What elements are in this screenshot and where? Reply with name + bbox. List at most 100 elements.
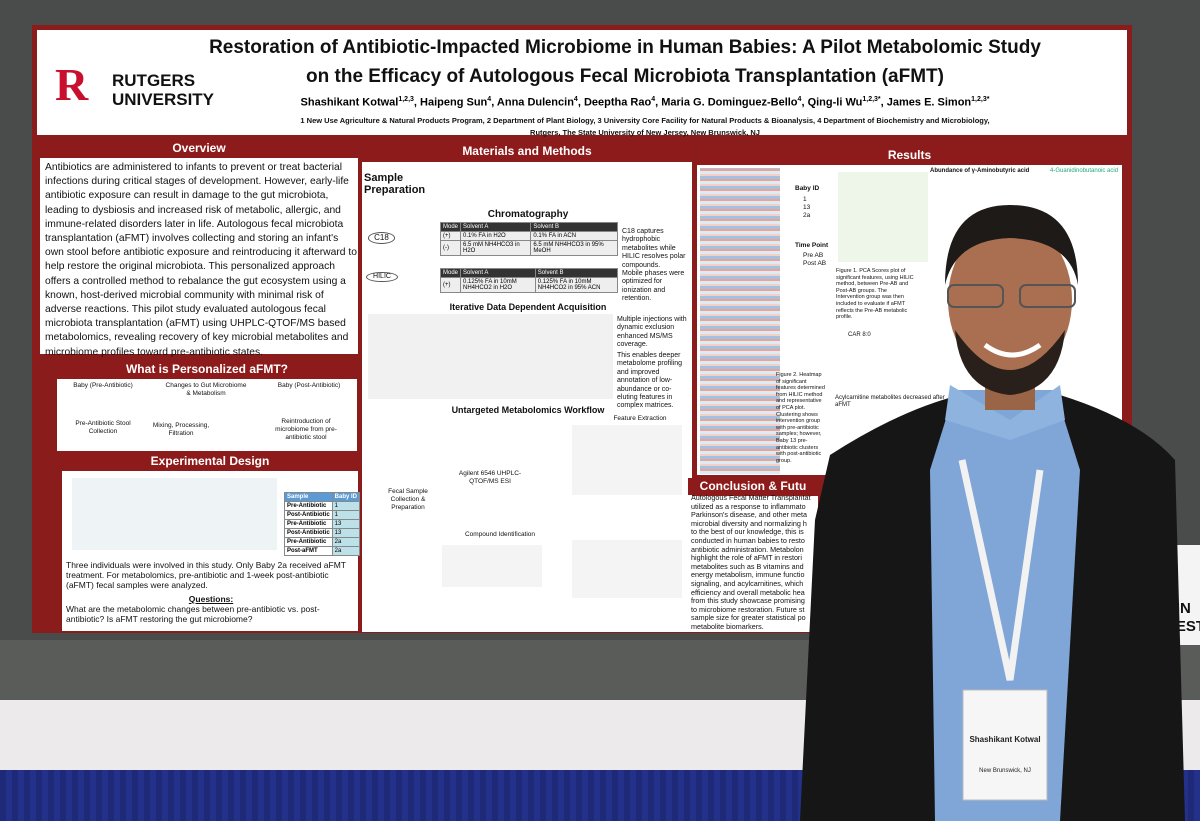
overview-text: Antibiotics are administered to infants … xyxy=(45,162,357,358)
chrom-table: Mode Solvent A Solvent B (+) 0.1% FA in H2O 0… xyxy=(439,222,618,256)
glasses xyxy=(947,284,1004,308)
conclusion-line: highlight the role of aFMT in restori xyxy=(691,554,802,563)
poster-header xyxy=(37,30,1127,135)
idda-note: Multiple injections with dynamic exclusi… xyxy=(617,316,687,349)
workflow-label: Feature Extraction xyxy=(613,415,667,422)
workflow-figure xyxy=(572,540,682,598)
author-sup: 1,2,3* xyxy=(862,96,881,103)
overview-heading: Overview xyxy=(40,140,358,157)
beard xyxy=(955,330,1065,395)
results-heading: Results xyxy=(697,147,1122,164)
author-name: Maria G. Dominguez-Bello xyxy=(661,96,798,109)
author-name: Shashikant Kotwal xyxy=(300,96,399,109)
figure-caption: Figure 2. Heatmap of significant feature… xyxy=(776,372,825,464)
legend-title: Baby ID xyxy=(795,185,820,192)
author-name: Qing-li Wu xyxy=(807,96,863,109)
collar xyxy=(945,385,1065,440)
conclusion-line: signaling, and acylcarnitines, which xyxy=(691,580,804,588)
row: Post-aFMT 2a xyxy=(284,546,361,556)
table-cell: 0.125% FA in 10mM NH4HCO2 in 95% ACN xyxy=(534,277,619,293)
author-sup: 4 xyxy=(573,96,578,103)
personalized-heading: What is Personalized aFMT? xyxy=(57,361,357,378)
workflow-heading: Untargeted Metabolomics Workflow xyxy=(451,405,605,415)
author-name: Deeptha Rao xyxy=(583,96,652,109)
chart-title: 4-Guanidinobutanoic acid xyxy=(1050,168,1119,174)
design-table: Sample Baby ID Pre-Antibiotic 1 Post-Antibio… xyxy=(284,492,361,556)
questions-text: What are the metabolomic changes between… xyxy=(66,604,320,625)
smile xyxy=(983,342,1042,358)
legend-title: Time Point xyxy=(795,242,829,249)
author-name: Anna Dulencin xyxy=(496,96,574,109)
conclusion-line: to microbiome restoration. Future st xyxy=(691,605,805,614)
poster-title: on the Efficacy of Autologous Fecal Micr… xyxy=(306,66,944,87)
workflow-figure xyxy=(572,425,682,495)
legend-entry: Post AB xyxy=(803,260,827,267)
idda-figure xyxy=(368,314,613,399)
table-cell: 6.5 mM NH4HCO3 in 95% MeOH xyxy=(530,240,618,256)
hair xyxy=(945,205,1078,285)
conclusion-line: from this study showcase promising xyxy=(691,597,805,606)
conclusion-line: utilized as a response to inflammato xyxy=(691,502,806,511)
workflow-label: Agilent 6546 UHPLC-QTOF/MS ESI xyxy=(458,470,522,485)
affiliation: 1 New Use Agriculture & Natural Products… xyxy=(300,116,990,125)
author-sup: 1,2,3* xyxy=(971,96,990,103)
conclusion-line: metabolites such as B vitamins and xyxy=(691,562,804,571)
conclusion-line: metabolite biomarkers. xyxy=(691,623,764,631)
legend-entry: 1 xyxy=(803,196,807,203)
workflow-label: Compound Identification xyxy=(464,531,536,538)
conclusion-line: microbial diversity and normalizing h xyxy=(691,519,807,528)
c18-label: C18 xyxy=(368,232,395,244)
diagram-label: Reintroduction of microbiome from pre-an… xyxy=(275,418,337,441)
chrom-table: Mode Solvent A Solvent B (+) 0.125% FA in 10… xyxy=(439,268,619,293)
authors: Shashikant Kotwal1,2,3, Haipeng Sun4, An… xyxy=(300,96,990,109)
conclusion-line: to the best of our knowledge, this is xyxy=(691,528,804,537)
design-text: Three individuals were involved in this … xyxy=(66,560,346,591)
conclusion-line: energy metabolism, immune functio xyxy=(691,571,805,580)
author-sup: 4 xyxy=(797,96,802,103)
legend-entry: Pre AB xyxy=(803,252,824,259)
table-cell: 2a xyxy=(331,546,361,556)
logo-line1: RUTGERS xyxy=(112,71,196,90)
face xyxy=(948,220,1072,380)
personalized-panel xyxy=(57,379,357,451)
table-cell: (+) xyxy=(439,277,462,293)
chrom-heading: Chromatography xyxy=(487,209,569,220)
table-cell: 0.125% FA in 10mM NH4HCO2 in H2O xyxy=(460,277,536,293)
figure-caption: Figure 1. PCA Scores plot of significant… xyxy=(836,268,914,321)
sample-prep: Sample Preparation xyxy=(364,172,426,196)
row: (+) 0.125% FA in 10mM NH4HCO2 in H2O 0.125… xyxy=(439,277,619,293)
chrom-note: Mobile phases were optimized for ionizat… xyxy=(622,270,685,303)
poster-title: Restoration of Antibiotic-Impacted Micro… xyxy=(209,37,1041,58)
badge-text: New Brunswick, NJ xyxy=(979,768,1031,774)
workflow-figure xyxy=(442,545,542,587)
legend-entry: 2a xyxy=(803,212,811,219)
diagram-label: Baby (Pre-Antibiotic) xyxy=(73,382,133,389)
legend-entry: 13 xyxy=(803,204,811,211)
conclusion-panel xyxy=(688,496,818,632)
diagram-label: Mixing, Processing, Filtration xyxy=(152,422,210,437)
badge-text: Shashikant Kotwal xyxy=(969,735,1040,744)
author-name: James E. Simon xyxy=(886,96,972,109)
table-cell: 6.5 mM NH4HCO3 in H2O xyxy=(460,240,532,256)
author-sup: 4 xyxy=(487,96,492,103)
row: (-) 6.5 mM NH4HCO3 in H2O 6.5 mM NH4HCO3 i… xyxy=(439,240,618,256)
timeline xyxy=(72,478,277,550)
diagram-label: Baby (Post-Antibiotic) xyxy=(277,382,341,389)
heatmap xyxy=(700,168,780,474)
figure-caption: Acylcarnitine metabolites decreased afte… xyxy=(835,395,945,409)
author-name: Haipeng Sun xyxy=(420,96,488,109)
author-sup: 1,2,3 xyxy=(398,96,414,103)
chart-title: CAR 8:0 xyxy=(848,332,871,338)
author-sup: 4 xyxy=(651,96,656,103)
conclusion-line: efficiency and overall metabolic hea xyxy=(691,588,805,597)
pca-plot xyxy=(838,172,928,262)
design-heading: Experimental Design xyxy=(62,453,358,470)
diagram-label: Changes to Gut Microbiome & Metabolism xyxy=(165,382,247,397)
conclusion-line: sample size for greater statistical po xyxy=(691,614,806,623)
conclusion-line: conducted in human babies to resto xyxy=(691,537,805,545)
lanyard xyxy=(958,459,1044,681)
hilic-label: HILIC xyxy=(366,272,398,283)
idda-note: This enables deeper metabolome profiling… xyxy=(617,352,682,410)
